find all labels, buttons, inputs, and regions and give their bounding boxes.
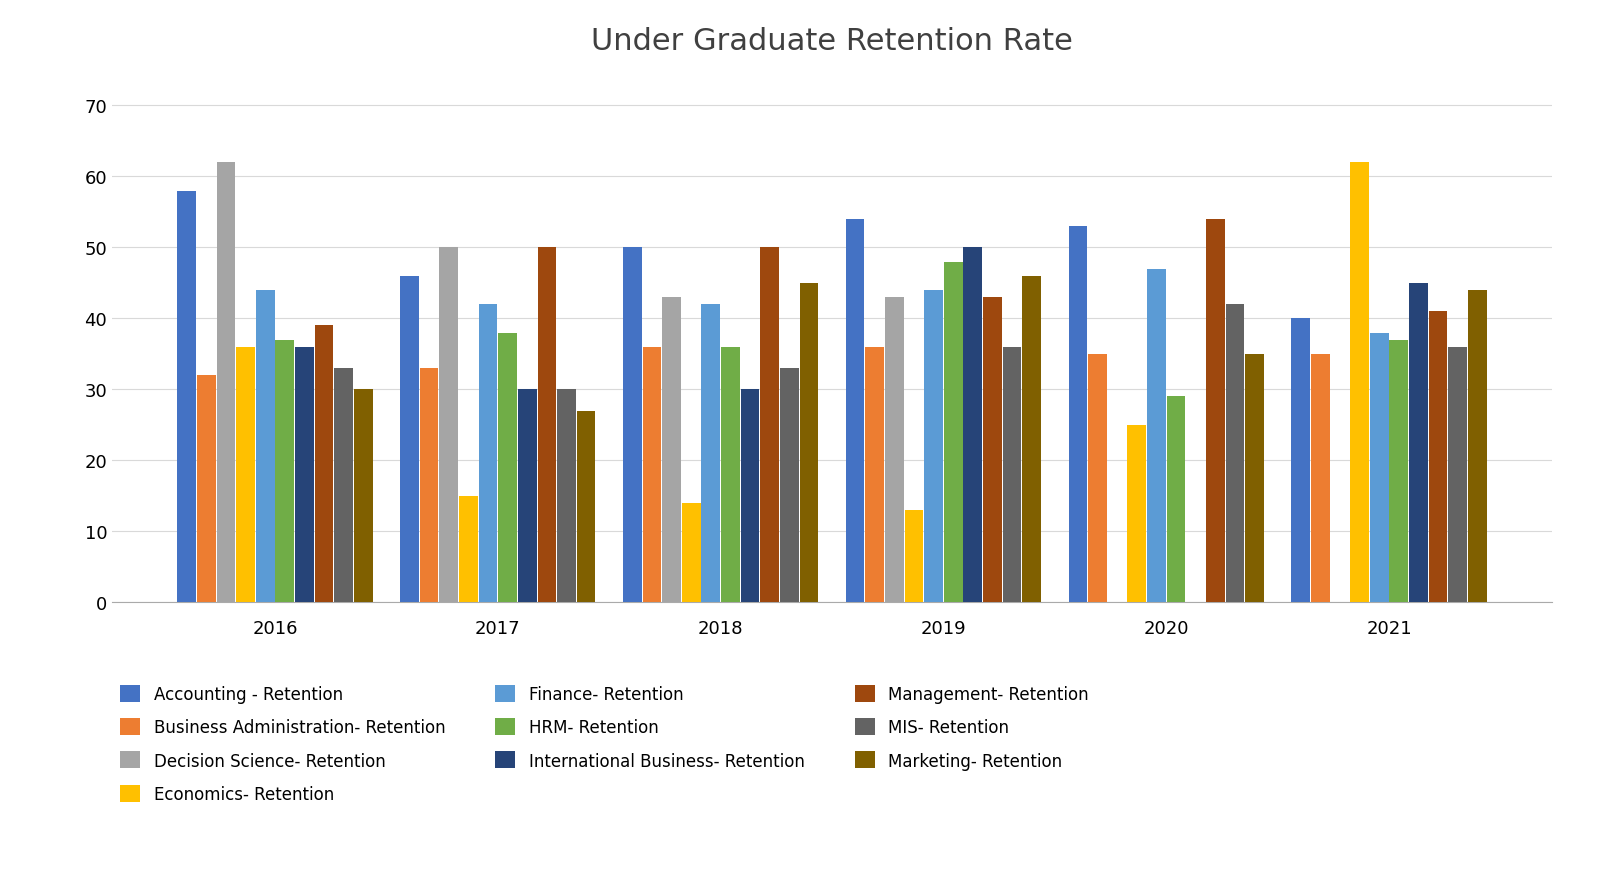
Bar [197,376,216,602]
Bar [963,248,982,602]
Bar [741,390,760,602]
Bar [1147,269,1166,602]
Bar [643,347,661,602]
Bar [1069,227,1088,602]
Bar [779,369,798,602]
Bar [400,276,419,602]
Bar [478,305,498,602]
Bar [1370,333,1389,602]
Bar [518,390,536,602]
Bar [1389,340,1408,602]
Bar [1245,354,1264,602]
Bar [722,347,739,602]
Title: Under Graduate Retention Rate: Under Graduate Retention Rate [590,27,1074,56]
Bar [1003,347,1021,602]
Bar [885,298,904,602]
Bar [866,347,885,602]
Bar [982,298,1002,602]
Bar [1206,220,1224,602]
Bar [904,510,923,602]
Legend: Accounting - Retention, Business Administration- Retention, Decision Science- Re: Accounting - Retention, Business Adminis… [120,685,1088,803]
Bar [701,305,720,602]
Bar [557,390,576,602]
Bar [925,291,942,602]
Bar [216,163,235,602]
Bar [1310,354,1330,602]
Bar [944,262,963,602]
Bar [846,220,864,602]
Bar [440,248,458,602]
Bar [1350,163,1370,602]
Bar [1291,319,1310,602]
Bar [275,340,294,602]
Bar [1088,354,1107,602]
Bar [1128,425,1146,602]
Bar [498,333,517,602]
Bar [178,191,197,602]
Bar [315,326,333,602]
Bar [1467,291,1486,602]
Bar [419,369,438,602]
Bar [682,503,701,602]
Bar [1429,312,1448,602]
Bar [1166,397,1186,602]
Bar [622,248,642,602]
Bar [1410,284,1427,602]
Bar [576,411,595,602]
Bar [662,298,682,602]
Bar [459,496,478,602]
Bar [294,347,314,602]
Bar [538,248,557,602]
Bar [760,248,779,602]
Bar [1448,347,1467,602]
Bar [237,347,254,602]
Bar [354,390,373,602]
Bar [800,284,818,602]
Bar [1022,276,1042,602]
Bar [256,291,275,602]
Bar [334,369,354,602]
Bar [1226,305,1245,602]
